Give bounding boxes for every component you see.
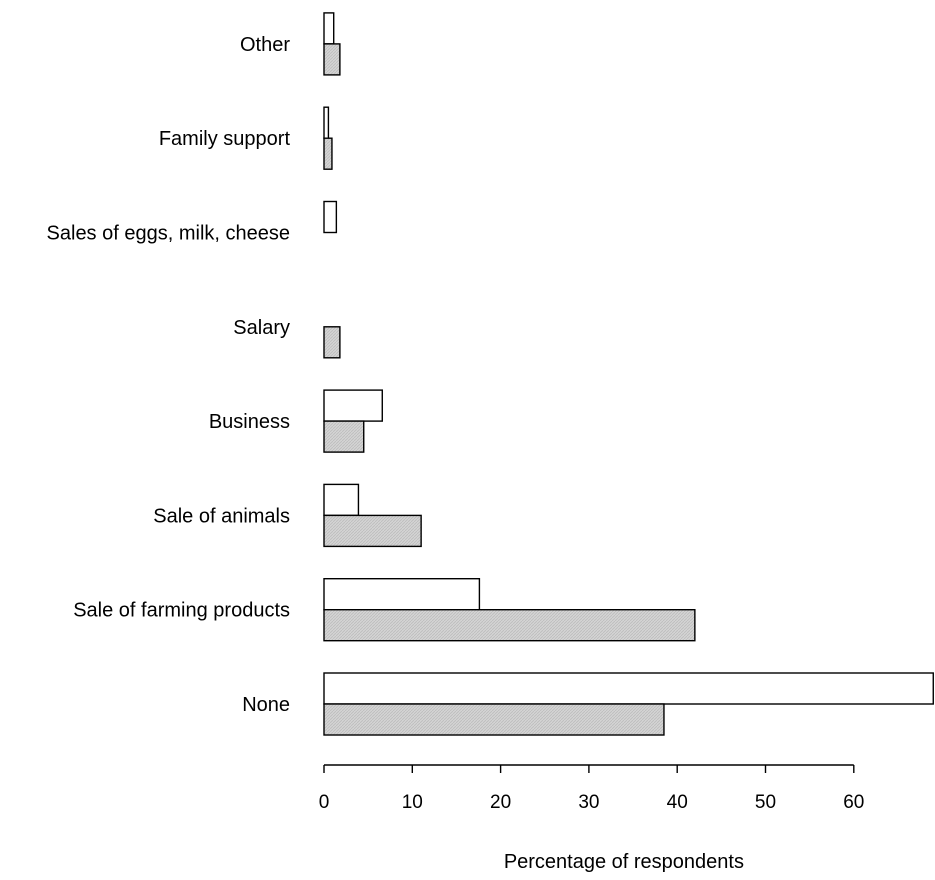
- x-axis: 0 10 20 30 40 50 60: [319, 764, 864, 813]
- x-axis-title: Percentage of respondents: [504, 851, 744, 873]
- bar-sales-of-eggs-milk-cheese-series-1: [323, 200, 338, 234]
- category-label-sales-of-eggs-milk-cheese: Sales of eggs, milk, cheese: [47, 223, 290, 245]
- x-tick-label: 50: [755, 792, 776, 813]
- bars-group: [323, 12, 934, 736]
- bar-business-series-2: [323, 420, 365, 453]
- bar-salary-series-2: [323, 326, 341, 359]
- bar-none-series-1: [323, 672, 934, 705]
- bar-other-series-1: [323, 12, 335, 45]
- bar-family-support-series-1: [323, 106, 330, 139]
- x-tick-label: 10: [402, 792, 423, 813]
- category-labels: None Sale of farming products Sale of anim…: [47, 34, 291, 716]
- x-tick-label: 20: [490, 792, 511, 813]
- bar-sale-of-animals-series-1: [323, 483, 360, 517]
- x-tick-label: 60: [843, 792, 864, 813]
- category-label-business: Business: [209, 411, 290, 433]
- bar-sale-of-animals-series-2: [323, 514, 422, 548]
- category-label-sale-of-farming-products: Sale of farming products: [73, 600, 290, 622]
- x-tick-label: 40: [667, 792, 688, 813]
- bar-other-series-2: [323, 43, 341, 76]
- x-tick-label: 0: [319, 792, 330, 813]
- bar-business-series-1: [323, 389, 383, 422]
- category-label-other: Other: [240, 34, 290, 56]
- bar-family-support-series-2: [323, 137, 333, 170]
- bar-none-series-2: [323, 703, 665, 736]
- bar-sale-of-farming-products-series-2: [323, 609, 696, 642]
- x-tick-label: 30: [578, 792, 599, 813]
- bar-sale-of-farming-products-series-1: [323, 578, 481, 611]
- category-label-salary: Salary: [233, 317, 290, 339]
- category-label-none: None: [242, 694, 290, 716]
- category-label-family-support: Family support: [159, 128, 291, 150]
- category-label-sale-of-animals: Sale of animals: [153, 505, 290, 527]
